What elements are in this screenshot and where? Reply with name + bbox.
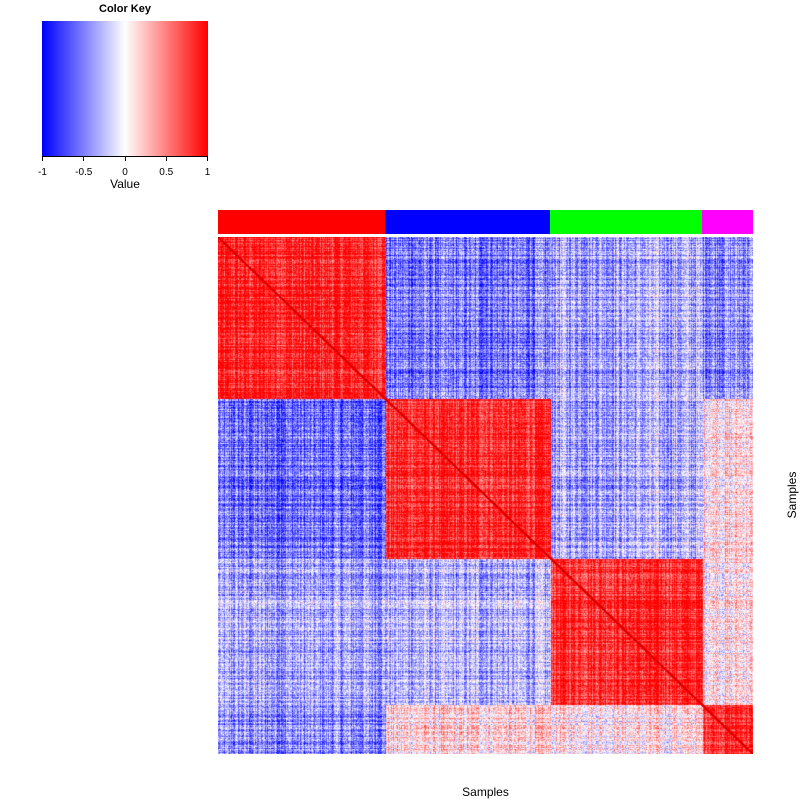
y-axis-label: Samples bbox=[785, 471, 799, 519]
color-key-tick bbox=[42, 156, 43, 161]
color-key-xlabel: Value bbox=[110, 177, 140, 191]
color-key-tick-label: -1 bbox=[38, 167, 47, 178]
color-key-tick bbox=[83, 156, 85, 161]
color-key-title: Color Key bbox=[99, 3, 151, 15]
group-segment-1 bbox=[218, 210, 386, 234]
group-color-bar bbox=[218, 210, 753, 234]
correlation-heatmap bbox=[218, 237, 753, 754]
group-segment-4 bbox=[702, 210, 753, 234]
group-segment-2 bbox=[385, 210, 551, 234]
color-key-tick bbox=[165, 156, 167, 161]
color-key-tick-label: -0.5 bbox=[75, 167, 93, 178]
color-key-gradient bbox=[42, 21, 208, 156]
color-key-tick bbox=[124, 156, 126, 161]
color-key-tick-label: 0 bbox=[122, 167, 128, 178]
color-key-tick bbox=[207, 156, 208, 161]
group-segment-3 bbox=[550, 210, 703, 234]
color-key-tick-label: 1 bbox=[204, 167, 211, 178]
x-axis-label: Samples bbox=[462, 785, 509, 799]
color-key-tick-label: 0.5 bbox=[159, 167, 174, 178]
